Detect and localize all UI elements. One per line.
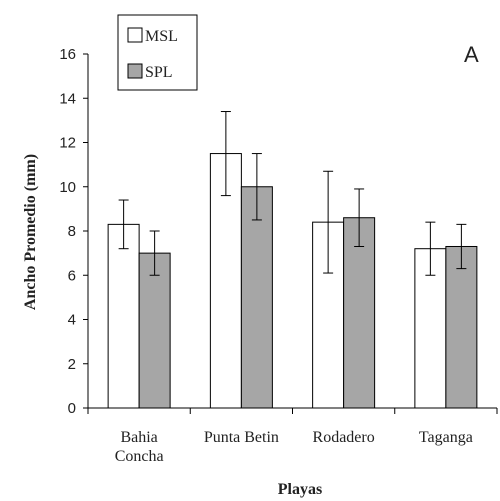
error-bars <box>118 111 467 276</box>
y-tick-label: 10 <box>59 179 76 196</box>
y-tick-label: 4 <box>68 312 76 329</box>
y-tick-labels: 0 2 4 6 8 10 12 14 16 <box>59 46 76 417</box>
x-tick-label: Concha <box>115 448 164 465</box>
y-tick-label: 2 <box>68 356 76 373</box>
bar-spl-3 <box>445 245 478 409</box>
bars <box>107 153 478 409</box>
legend-swatch-spl <box>127 63 143 79</box>
bar-spl-0 <box>138 252 171 409</box>
legend-label-spl: SPL <box>145 64 173 81</box>
x-tick-label: Rodadero <box>313 429 375 446</box>
x-tick-label: Taganga <box>419 429 473 446</box>
panel-label: A <box>464 42 479 67</box>
legend-swatch-msl <box>127 27 143 43</box>
x-axis-title: Playas <box>278 481 322 498</box>
y-tick-label: 6 <box>68 267 76 284</box>
bar-msl-2 <box>312 221 345 409</box>
y-axis-title: Ancho Promedio (mm) <box>22 154 39 310</box>
legend-label-msl: MSL <box>145 28 178 45</box>
y-tick-label: 12 <box>59 135 76 152</box>
x-tick-label: Bahia <box>120 429 157 446</box>
bar-spl-2 <box>343 217 376 409</box>
y-tick-label: 14 <box>59 90 76 107</box>
y-tick-label: 16 <box>59 46 76 63</box>
bar-spl-1 <box>240 186 273 409</box>
y-tick-label: 0 <box>68 400 76 417</box>
x-tick-label: Punta Betin <box>204 429 279 446</box>
x-tick-labels: Bahia Concha Punta Betin Rodadero Taganga <box>115 429 473 465</box>
bar-msl-1 <box>209 153 242 409</box>
legend: MSL SPL <box>117 14 198 91</box>
bar-msl-0 <box>107 223 140 409</box>
y-tick-label: 8 <box>68 223 76 240</box>
